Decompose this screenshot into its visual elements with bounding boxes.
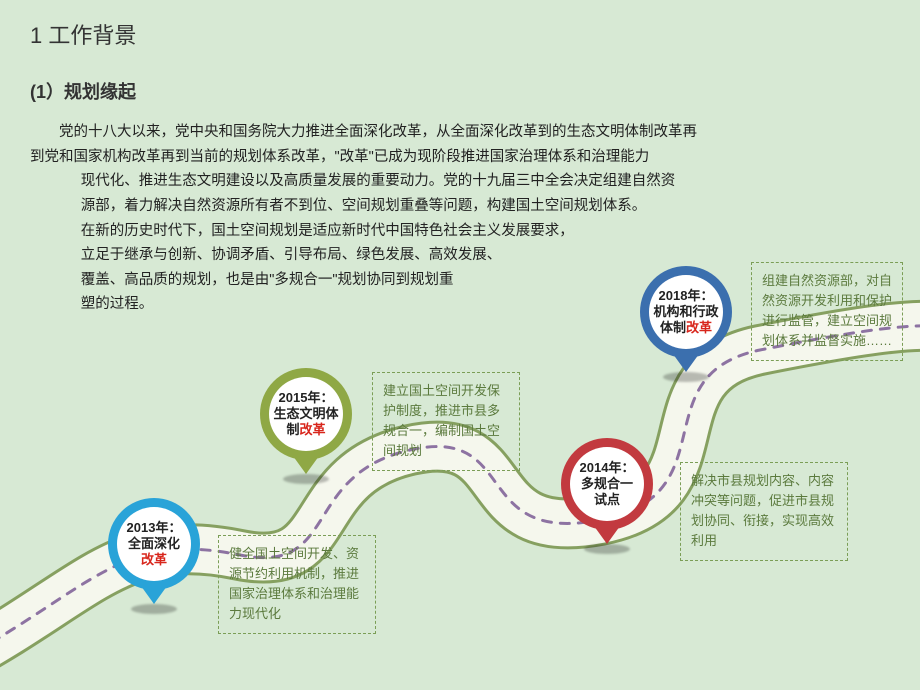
para-line: 现代化、推进生态文明建设以及高质量发展的重要动力。党的十九届三中全会决定组建自然…: [81, 173, 676, 189]
milestone-desc-2015: 建立国土空间开发保护制度，推进市县多规合一，编制国土空间规划: [372, 372, 520, 471]
section-heading: 1 工作背景: [30, 18, 136, 50]
milestone-pin-2018: 2018年：机构和行政体制改革: [640, 266, 732, 376]
milestone-desc-2018: 组建自然资源部，对自然资源开发利用和保护进行监管，建立空间规划体系并监督实施……: [751, 262, 903, 361]
para-line: 在新的历史时代下，国土空间规划是适应新时代中国特色社会主义发展要求，: [81, 223, 574, 239]
pin-tail: [594, 526, 620, 544]
pin-label: 2018年：机构和行政体制改革: [649, 275, 723, 349]
milestone-pin-2015: 2015年：生态文明体制改革: [260, 368, 352, 478]
milestone-pin-2013: 2013年：全面深化改革: [108, 498, 200, 608]
milestone-pin-2014: 2014年：多规合一试点: [561, 438, 653, 548]
pin-tail: [141, 586, 167, 604]
para-line: 源部，着力解决自然资源所有者不到位、空间规划重叠等问题，构建国土空间规划体系。: [81, 198, 647, 214]
para-line: 党的十八大以来，党中央和国务院大力推进全面深化改革，从全面深化改革到的生态文明体…: [59, 124, 697, 140]
para-line: 立足于继承与创新、协调矛盾、引导布局、绿色发展、高效发展、: [81, 247, 502, 263]
pin-tail: [673, 354, 699, 372]
milestone-desc-2013: 健全国土空间开发、资源节约利用机制，推进国家治理体系和治理能力现代化: [218, 535, 376, 634]
pin-label: 2014年：多规合一试点: [570, 447, 644, 521]
pin-shadow: [131, 604, 177, 614]
subsection-heading: (1）规划缘起: [30, 78, 136, 104]
pin-shadow: [283, 474, 329, 484]
para-line: 覆盖、高品质的规划，也是由"多规合一"规划协同到规划重: [81, 272, 454, 288]
milestone-desc-2014: 解决市县规划内容、内容冲突等问题，促进市县规划协同、衔接，实现高效利用: [680, 462, 848, 561]
pin-shadow: [663, 372, 709, 382]
para-line: 到党和国家机构改革再到当前的规划体系改革，"改革"已成为现阶段推进国家治理体系和…: [30, 149, 649, 165]
pin-shadow: [584, 544, 630, 554]
para-line: 塑的过程。: [81, 296, 154, 312]
pin-tail: [293, 456, 319, 474]
pin-label: 2013年：全面深化改革: [117, 507, 191, 581]
pin-label: 2015年：生态文明体制改革: [269, 377, 343, 451]
